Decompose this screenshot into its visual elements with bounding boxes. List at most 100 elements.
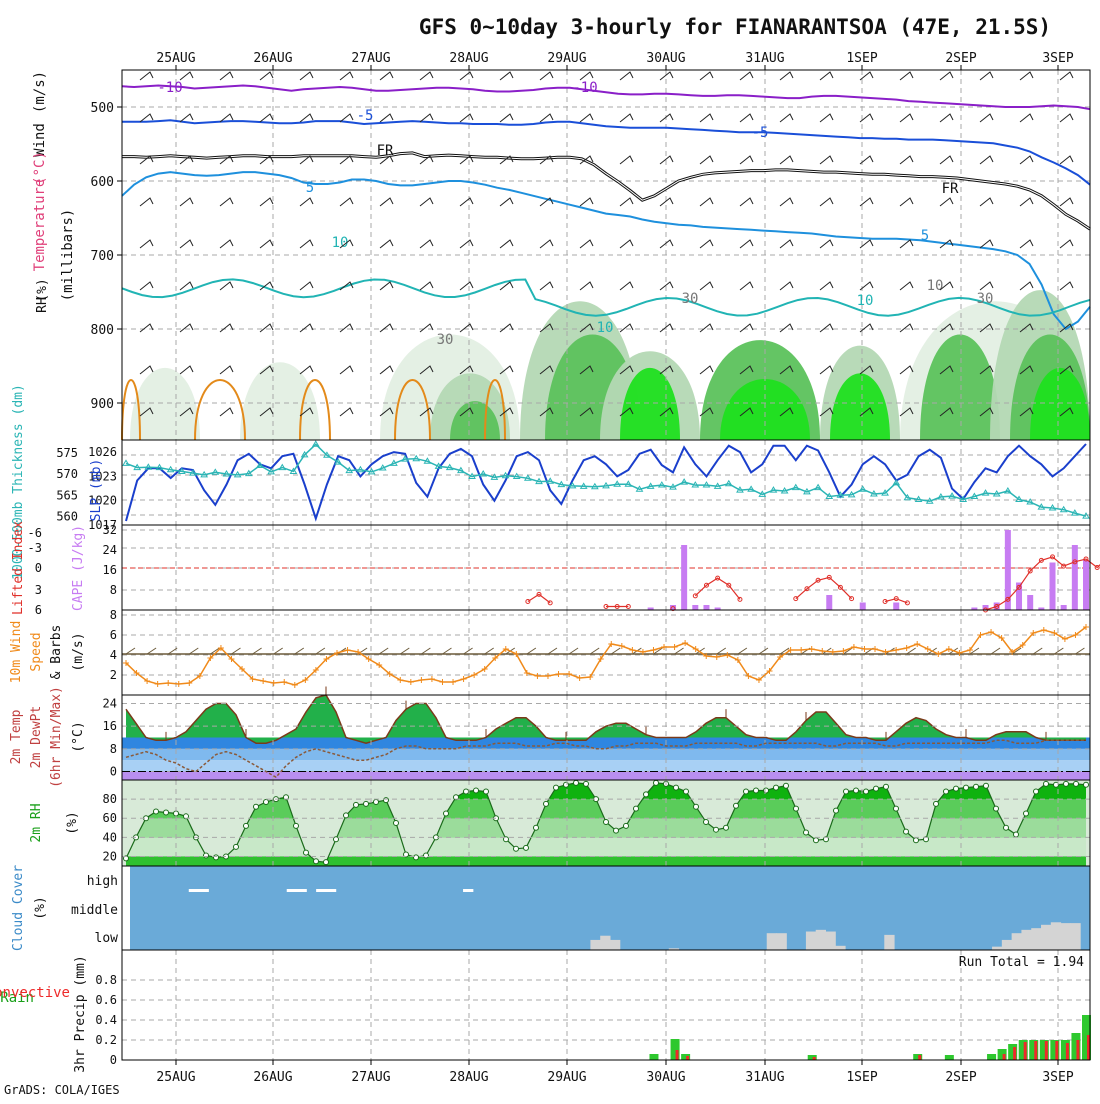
lifted-index-line [796,577,852,598]
cape-bar [893,603,899,611]
cape-tick-label: 16 [103,563,117,577]
wind-barb [980,240,993,248]
x-axis-top-label: 2SEP [945,51,976,66]
y-tick-label: 900 [91,397,114,412]
wind-barb [620,156,633,164]
wind-barb [380,72,393,80]
rh-marker [784,783,789,788]
surface-wind-barb [548,648,557,654]
low-cloud-gap [767,933,777,950]
rh-marker [994,806,999,811]
wind-barb [820,72,833,80]
thickness-tick-label: 560 [56,510,78,524]
contour-label: -5 [357,108,374,124]
rh-marker [844,789,849,794]
precip-tick-label: 0.6 [95,993,117,1007]
rh-marker [884,784,889,789]
ylabel-lifted-index: Lifted Index [11,521,26,615]
wind-barb [460,198,473,206]
precip-tick-label: 0.2 [95,1033,117,1047]
wind-barb [140,240,153,248]
wind-barb [420,324,433,332]
rh-marker [674,785,679,790]
rh-marker [204,853,209,858]
cape-bar [826,595,832,610]
rh-marker [624,823,629,828]
wind-barb [980,114,993,122]
x-axis-top-label: 29AUG [547,51,586,66]
wind-tick-label: 8 [110,608,117,622]
wind-barb [260,114,273,122]
wind-barb [980,282,993,290]
wind-barb [1020,198,1033,206]
wind-barb [1020,156,1033,164]
ylabel-temperature-unit: (°C) [32,151,48,185]
contour-label: FR [377,143,394,159]
rh-marker [694,804,699,809]
rh-marker [304,850,309,855]
wind-barb [180,198,193,206]
y-tick-label: 800 [91,323,114,338]
wind-barb [460,114,473,122]
wind-barb [420,198,433,206]
ylabel-convective: Convective [0,985,70,1001]
rh-marker [484,789,489,794]
wind-barb [700,282,713,290]
wind-speed-marker [851,644,857,650]
wind-barb [220,282,233,290]
surface-wind-barb [1054,648,1063,654]
wind-barb [980,72,993,80]
wind-barb [620,324,633,332]
x-axis-bottom-label: 27AUG [351,1070,390,1085]
wind-speed-marker [946,646,952,652]
y-tick-label: 600 [91,175,114,190]
surface-wind-barb [738,648,747,654]
surface-wind-barb [527,648,536,654]
wind-barb [780,240,793,248]
surface-wind-barb [485,648,494,654]
isotherm-minus10 [122,86,1090,110]
wind-barb [420,72,433,80]
wind-barb [580,114,593,122]
slp-tick-label: 1026 [88,445,117,459]
wind-barb [620,240,633,248]
rh-marker [314,859,319,864]
wind-barb [900,240,913,248]
ylabel-slp: SLP (mb) [89,459,104,522]
x-axis-top-label: 28AUG [449,51,488,66]
rh-shading-area [240,362,320,440]
x-axis-top-label: 25AUG [156,51,195,66]
wind-barb [220,240,233,248]
wind-barb [900,156,913,164]
lifted-tick-label: -3 [28,541,42,555]
surface-wind-barb [421,648,430,654]
high-cloud-gap [326,889,336,892]
wind-barb [780,282,793,290]
precip-convective-bar [676,1050,679,1060]
wind-barb [820,240,833,248]
x-axis-bottom-label: 31AUG [745,1070,784,1085]
high-cloud-gap [189,889,199,892]
cloud-level-label: high [87,874,118,889]
ylabel-rh-unit: (%) [35,278,50,301]
contour-label: 30 [977,291,994,307]
surface-wind-barb [295,648,304,654]
low-cloud-gap [777,933,787,950]
x-axis-bottom-label: 1SEP [846,1070,877,1085]
rh-marker [804,830,809,835]
wind-barb [700,324,713,332]
lifted-tick-label: 3 [35,583,42,597]
cape-bar [1072,545,1078,610]
wind-barb [700,72,713,80]
wind-barb [180,324,193,332]
surface-wind-barb [189,648,198,654]
rh-marker [724,825,729,830]
wind-barb [1060,282,1073,290]
rh-marker [814,838,819,843]
wind-barb [620,198,633,206]
wind-tick-label: 2 [110,668,117,682]
wind-speed-marker [724,652,730,658]
rh-marker [954,786,959,791]
surface-wind-barb [569,648,578,654]
rh-marker [474,788,479,793]
